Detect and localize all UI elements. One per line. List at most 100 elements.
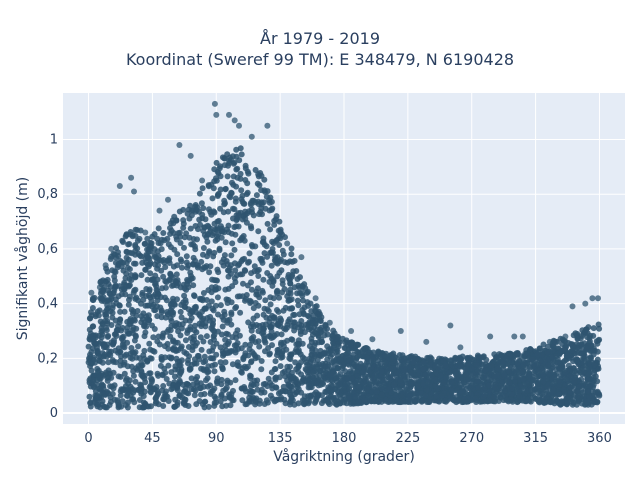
data-point bbox=[426, 362, 433, 369]
data-point bbox=[267, 226, 274, 233]
data-point bbox=[103, 311, 110, 318]
data-point bbox=[577, 335, 584, 342]
data-point bbox=[229, 240, 236, 247]
data-point bbox=[475, 384, 482, 391]
data-point bbox=[562, 369, 568, 376]
data-point bbox=[427, 394, 434, 401]
data-point bbox=[135, 343, 142, 350]
data-point bbox=[145, 312, 152, 319]
data-point bbox=[97, 375, 104, 382]
data-point bbox=[308, 356, 315, 363]
data-point bbox=[379, 368, 385, 375]
data-point bbox=[574, 331, 581, 337]
data-point bbox=[594, 356, 601, 363]
data-point bbox=[266, 315, 273, 322]
data-point bbox=[402, 387, 409, 394]
data-point bbox=[232, 330, 239, 337]
data-point bbox=[352, 393, 359, 400]
data-point bbox=[119, 237, 126, 244]
data-point bbox=[203, 333, 210, 340]
data-point bbox=[261, 389, 268, 396]
data-point bbox=[204, 222, 211, 229]
data-point bbox=[123, 283, 129, 290]
data-point bbox=[191, 336, 198, 343]
data-point bbox=[144, 276, 151, 283]
data-point bbox=[162, 369, 169, 376]
data-point bbox=[248, 270, 255, 277]
data-point bbox=[474, 378, 481, 385]
data-point bbox=[211, 100, 218, 107]
data-point bbox=[456, 397, 462, 404]
data-point bbox=[217, 223, 224, 230]
data-point bbox=[326, 401, 333, 408]
data-point bbox=[188, 375, 195, 382]
data-point bbox=[155, 240, 162, 246]
data-point bbox=[330, 358, 337, 365]
data-point bbox=[487, 397, 493, 404]
data-point bbox=[277, 323, 284, 330]
data-point bbox=[373, 388, 380, 395]
data-point bbox=[181, 399, 188, 406]
data-point bbox=[204, 383, 211, 390]
data-point bbox=[165, 345, 172, 352]
data-point bbox=[271, 217, 278, 224]
data-point bbox=[516, 392, 523, 399]
data-point bbox=[528, 387, 535, 394]
data-point bbox=[87, 354, 94, 361]
data-point bbox=[344, 342, 351, 349]
data-point bbox=[205, 183, 212, 190]
y-axis-title: Signifikant våghöjd (m) bbox=[14, 177, 31, 340]
data-point bbox=[312, 320, 319, 327]
data-point bbox=[234, 174, 241, 181]
data-point bbox=[184, 381, 191, 388]
data-point bbox=[468, 382, 475, 389]
data-point bbox=[388, 389, 395, 396]
data-point bbox=[584, 345, 591, 352]
data-point bbox=[565, 362, 572, 369]
data-point bbox=[175, 347, 182, 354]
data-point bbox=[88, 349, 95, 355]
data-point bbox=[177, 370, 184, 376]
data-point bbox=[293, 378, 300, 385]
data-point bbox=[146, 370, 153, 377]
data-point bbox=[165, 362, 172, 369]
data-point bbox=[326, 319, 333, 326]
data-point bbox=[162, 314, 169, 321]
data-point bbox=[169, 282, 175, 289]
data-point bbox=[239, 397, 246, 404]
data-point bbox=[246, 394, 253, 401]
data-point bbox=[375, 398, 382, 405]
data-point bbox=[151, 386, 158, 392]
data-point bbox=[250, 305, 257, 312]
data-point bbox=[278, 341, 284, 348]
data-point bbox=[133, 312, 140, 319]
data-point bbox=[588, 342, 595, 349]
data-point bbox=[267, 392, 274, 399]
data-point bbox=[235, 262, 242, 269]
data-point bbox=[562, 333, 569, 340]
data-point bbox=[442, 397, 449, 404]
data-point bbox=[148, 403, 154, 410]
data-point bbox=[248, 335, 255, 342]
y-tick-label: 1 bbox=[50, 133, 58, 148]
data-point bbox=[229, 283, 236, 290]
data-point bbox=[219, 228, 226, 234]
data-point bbox=[440, 358, 447, 364]
data-point bbox=[124, 404, 131, 411]
data-point bbox=[347, 368, 354, 375]
data-point bbox=[564, 395, 571, 402]
data-point bbox=[213, 351, 220, 358]
data-point bbox=[254, 180, 261, 187]
data-point bbox=[262, 321, 269, 328]
data-point bbox=[457, 344, 464, 351]
data-point bbox=[200, 245, 207, 251]
data-point bbox=[271, 366, 278, 373]
data-point bbox=[155, 253, 162, 260]
data-point bbox=[215, 328, 221, 335]
data-point bbox=[98, 328, 105, 335]
data-point bbox=[268, 262, 275, 269]
data-point bbox=[402, 363, 409, 370]
data-point bbox=[158, 357, 165, 363]
data-point bbox=[123, 392, 130, 399]
data-point bbox=[579, 400, 586, 407]
